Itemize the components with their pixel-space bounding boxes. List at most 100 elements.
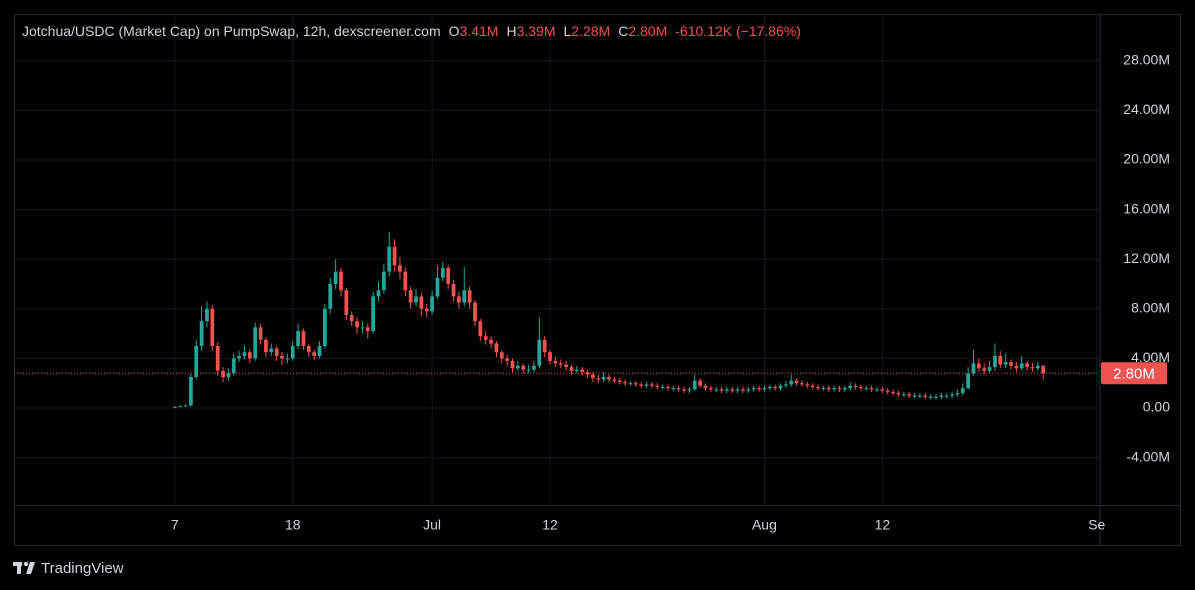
brand-name: TradingView (41, 560, 124, 577)
candle-body (692, 380, 697, 390)
candle-body (285, 358, 290, 360)
candle-body (907, 394, 912, 396)
candle-body (773, 386, 778, 389)
y-tick-label: 24.00M (1123, 101, 1170, 117)
candle-body (607, 377, 611, 380)
candle-body (253, 327, 258, 359)
candle-body (950, 394, 954, 396)
candle-body (499, 352, 504, 359)
candle-body (725, 389, 729, 391)
candle-body (290, 346, 295, 359)
candle-body (794, 380, 799, 384)
x-tick-label: 12 (542, 517, 558, 533)
candle-body (676, 388, 681, 390)
candle-body (398, 265, 402, 272)
last-price-label: 2.80M (1113, 365, 1155, 382)
candle-body (885, 390, 890, 392)
candle-body (698, 380, 702, 386)
change: -610.12K (−17.86%) (675, 23, 801, 39)
candle-body (1003, 362, 1008, 365)
candle-body (923, 395, 928, 397)
candle-body (928, 396, 933, 398)
candle-body (440, 267, 445, 278)
candle-body (178, 406, 183, 408)
candle-body (993, 355, 997, 368)
brand-logo (13, 561, 35, 574)
candle-body (489, 339, 493, 344)
candle-body (805, 384, 810, 386)
candle-body (837, 388, 842, 390)
candle-body (172, 406, 177, 408)
candle-body (660, 386, 665, 388)
candle-body (483, 336, 488, 340)
candle-body (446, 267, 451, 284)
candle-body (628, 383, 633, 385)
candle-body (365, 327, 370, 332)
candle-body (633, 383, 638, 385)
candle-body (301, 331, 306, 347)
y-tick-label: 12.00M (1123, 250, 1170, 266)
candle-body (848, 385, 853, 389)
plot-area (14, 231, 1100, 408)
candle-body (419, 296, 424, 309)
candle-body (944, 395, 949, 397)
candle-body (746, 389, 751, 391)
candle-body (982, 368, 987, 371)
candle-body (934, 396, 938, 398)
candle-body (891, 391, 895, 394)
candle-body (869, 388, 874, 390)
candle-body (360, 327, 365, 329)
candle-body (789, 380, 794, 385)
candle-body (247, 352, 252, 359)
candle-body (612, 379, 617, 381)
candle-body (205, 308, 209, 322)
candle-body (333, 271, 338, 284)
ohlc-value: 2.28M (571, 23, 610, 39)
candle-body (226, 373, 231, 378)
candle-body (901, 394, 906, 396)
candle-body (435, 277, 440, 297)
candle-body (221, 370, 225, 378)
candle-body (537, 339, 542, 366)
candle-body (751, 388, 756, 390)
candle-body (215, 346, 220, 371)
candle-body (376, 290, 381, 297)
candle-body (564, 364, 568, 368)
candle-body (457, 296, 461, 303)
candle-body (199, 321, 204, 347)
candle-body (510, 360, 515, 369)
candle-body (494, 343, 499, 353)
candle-body (451, 283, 456, 297)
candle-body (505, 358, 510, 361)
candle-body (687, 389, 692, 391)
candle-body (306, 346, 311, 353)
candle-body (387, 246, 392, 272)
candle-body (650, 384, 654, 386)
candle-body (269, 348, 274, 353)
y-tick-label: 28.00M (1123, 51, 1170, 67)
candle-body (714, 389, 719, 391)
candle-body (558, 363, 563, 365)
candle-body (574, 369, 579, 371)
candle-body (639, 384, 644, 386)
candle-body (617, 380, 622, 382)
candle-body (1009, 362, 1013, 366)
candle-body (467, 290, 472, 303)
candle-body (237, 355, 242, 359)
candle-body (875, 389, 879, 391)
candle-body (189, 377, 193, 406)
ohlc-key: C (618, 23, 628, 39)
candle-body (371, 296, 376, 332)
candle-body (414, 296, 418, 303)
x-tick-label: Jul (423, 517, 441, 533)
candle-body (323, 308, 327, 347)
candle-body (280, 355, 284, 359)
candle-body (596, 378, 601, 380)
candle-body (810, 385, 815, 387)
candle-body (939, 395, 944, 397)
candle-body (998, 355, 1003, 365)
candle-body (515, 365, 520, 369)
y-tick-label: 8.00M (1131, 300, 1170, 316)
candle-body (1025, 363, 1029, 368)
